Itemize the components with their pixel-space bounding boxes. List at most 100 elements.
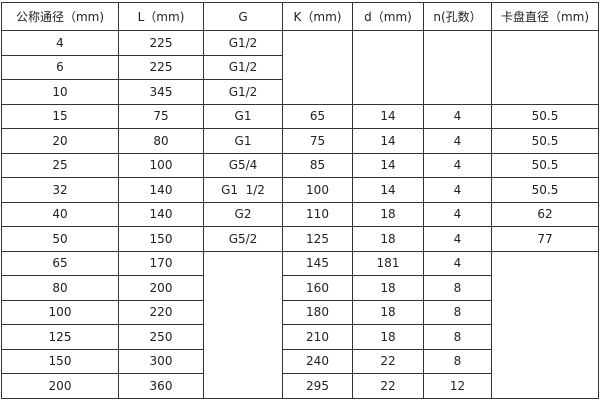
cell-hole-count: 4: [423, 103, 492, 129]
table-row: 125 250 210 18 8: [1, 324, 599, 350]
cell-hole-count: 4: [423, 152, 492, 178]
cell-length: 140: [118, 177, 204, 203]
cell-k: [282, 30, 353, 105]
table-row: 10 345 G1/2: [1, 79, 599, 105]
cell-chuck-diameter: 50.5: [491, 128, 599, 154]
cell-hole-count: 8: [423, 275, 492, 301]
header-k: K（mm): [282, 2, 353, 31]
cell-nominal-diameter: 125: [1, 324, 119, 350]
cell-hole-count: 4: [423, 201, 492, 227]
header-d: d（mm): [352, 2, 424, 31]
cell-thread: G2: [203, 201, 283, 227]
cell-thread: G5/2: [203, 226, 283, 252]
header-chuck-diameter: 卡盘直径（mm): [491, 2, 599, 31]
cell-hole-count: 4: [423, 250, 492, 276]
header-nominal-diameter: 公称通径（mm): [1, 2, 119, 31]
cell-hole-count: 4: [423, 177, 492, 203]
cell-nominal-diameter: 25: [1, 152, 119, 178]
table-row: 200 360 295 22 12: [1, 373, 599, 399]
cell-nominal-diameter: 32: [1, 177, 119, 203]
cell-length: 220: [118, 299, 204, 325]
cell-length: 250: [118, 324, 204, 350]
table-row: 4 225 G1/2: [1, 30, 599, 105]
cell-thread: G1: [203, 103, 283, 129]
cell-length: 170: [118, 250, 204, 276]
cell-thread: [203, 250, 283, 399]
cell-length: 80: [118, 128, 204, 154]
cell-k: 210: [282, 324, 353, 350]
cell-d: 18: [352, 324, 424, 350]
cell-nominal-diameter: 4: [1, 30, 119, 56]
cell-length: 140: [118, 201, 204, 227]
cell-k: 295: [282, 373, 353, 399]
cell-nominal-diameter: 40: [1, 201, 119, 227]
cell-chuck-diameter: [491, 250, 599, 399]
cell-chuck-diameter: [491, 30, 599, 105]
cell-d: 18: [352, 226, 424, 252]
cell-length: 75: [118, 103, 204, 129]
cell-nominal-diameter: 200: [1, 373, 119, 399]
cell-d: 18: [352, 275, 424, 301]
cell-k: 125: [282, 226, 353, 252]
cell-nominal-diameter: 10: [1, 79, 119, 105]
cell-thread: G5/4: [203, 152, 283, 178]
cell-chuck-diameter: 50.5: [491, 177, 599, 203]
cell-nominal-diameter: 100: [1, 299, 119, 325]
table-row: 25 100 G5/4 85 14 4 50.5: [1, 152, 599, 178]
cell-chuck-diameter: 50.5: [491, 103, 599, 129]
cell-d: 14: [352, 152, 424, 178]
specification-table: 公称通径（mm) L（mm) G K（mm) d（mm) n(孔数） 卡盘直径（…: [1, 2, 599, 399]
cell-length: 225: [118, 30, 204, 56]
cell-thread: G1/2: [203, 79, 283, 105]
cell-thread: G1: [203, 128, 283, 154]
cell-hole-count: 12: [423, 373, 492, 399]
cell-length: 300: [118, 348, 204, 374]
cell-length: 345: [118, 79, 204, 105]
cell-nominal-diameter: 15: [1, 103, 119, 129]
cell-length: 200: [118, 275, 204, 301]
table-row: 32 140 G1 1/2 100 14 4 50.5: [1, 177, 599, 203]
cell-length: 225: [118, 54, 204, 80]
cell-length: 100: [118, 152, 204, 178]
cell-hole-count: 4: [423, 128, 492, 154]
table-row: 40 140 G2 110 18 4 62: [1, 201, 599, 227]
cell-k: 160: [282, 275, 353, 301]
cell-chuck-diameter: 62: [491, 201, 599, 227]
cell-nominal-diameter: 20: [1, 128, 119, 154]
cell-nominal-diameter: 65: [1, 250, 119, 276]
table-row: 6 225 G1/2: [1, 54, 599, 80]
cell-k: 180: [282, 299, 353, 325]
cell-d: 14: [352, 128, 424, 154]
cell-nominal-diameter: 6: [1, 54, 119, 80]
header-hole-count: n(孔数）: [423, 2, 492, 31]
cell-hole-count: 8: [423, 348, 492, 374]
header-thread: G: [203, 2, 283, 31]
cell-chuck-diameter: 77: [491, 226, 599, 252]
header-length: L（mm): [118, 2, 204, 31]
header-row: 公称通径（mm) L（mm) G K（mm) d（mm) n(孔数） 卡盘直径（…: [1, 2, 599, 31]
cell-hole-count: 4: [423, 226, 492, 252]
cell-d: 14: [352, 103, 424, 129]
cell-length: 150: [118, 226, 204, 252]
table-row: 80 200 160 18 8: [1, 275, 599, 301]
cell-d: 181: [352, 250, 424, 276]
cell-d: 22: [352, 348, 424, 374]
cell-nominal-diameter: 50: [1, 226, 119, 252]
cell-d: [352, 30, 424, 105]
cell-k: 100: [282, 177, 353, 203]
cell-k: 85: [282, 152, 353, 178]
cell-hole-count: [423, 30, 492, 105]
cell-k: 240: [282, 348, 353, 374]
cell-nominal-diameter: 80: [1, 275, 119, 301]
cell-d: 18: [352, 299, 424, 325]
cell-d: 22: [352, 373, 424, 399]
cell-thread: G1/2: [203, 54, 283, 80]
cell-d: 18: [352, 201, 424, 227]
cell-length: 360: [118, 373, 204, 399]
table-row: 65 170 145 181 4: [1, 250, 599, 399]
table-row: 15 75 G1 65 14 4 50.5: [1, 103, 599, 129]
cell-thread: G1 1/2: [203, 177, 283, 203]
cell-k: 110: [282, 201, 353, 227]
table-row: 50 150 G5/2 125 18 4 77: [1, 226, 599, 252]
cell-d: 14: [352, 177, 424, 203]
